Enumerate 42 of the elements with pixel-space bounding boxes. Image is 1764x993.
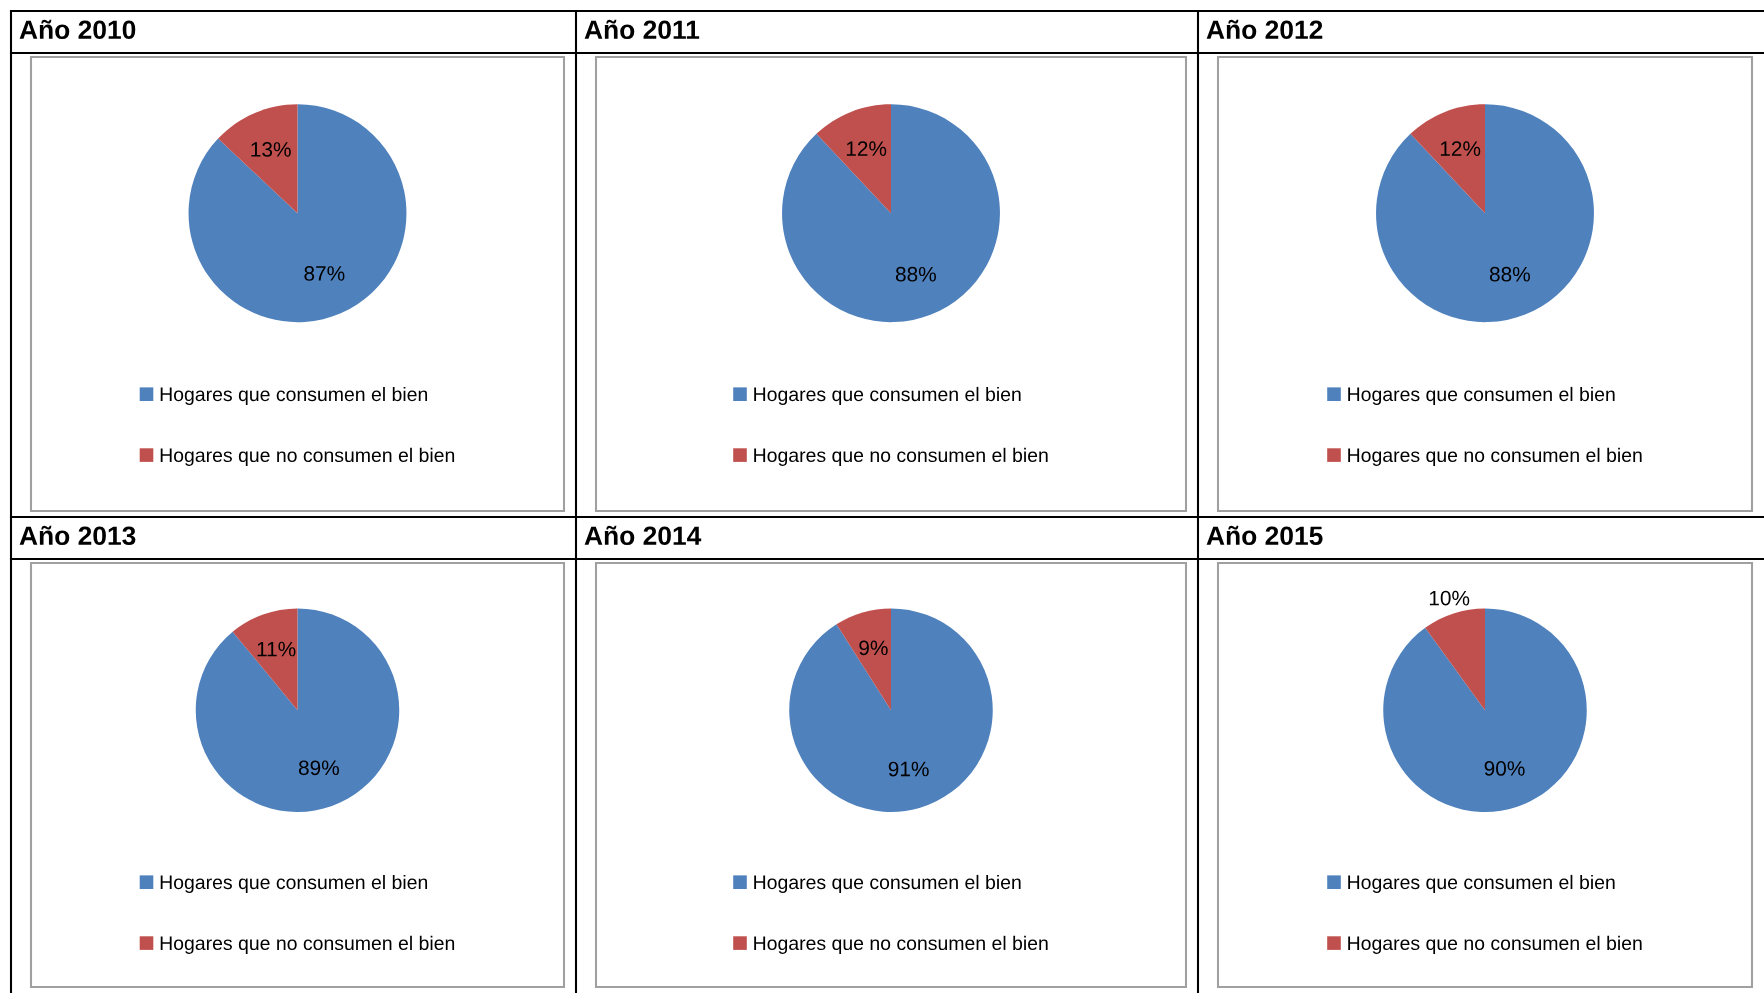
- pie-slice: [195, 608, 400, 812]
- legend-label: Hogares que consumen el bien: [1348, 386, 1615, 406]
- pie-slice: [232, 608, 298, 711]
- data-label: 91%: [888, 761, 929, 777]
- data-label: 11%: [257, 641, 296, 657]
- data-label: 90%: [1484, 761, 1525, 776]
- legend-label: Hogares que no consumen el bien: [754, 935, 1048, 954]
- chart-title: Año 2015: [1206, 525, 1323, 546]
- legend-label: Hogares que consumen el bien: [1348, 874, 1615, 894]
- chart-title: Año 2013: [19, 525, 136, 546]
- chart-title: Año 2011: [584, 19, 700, 40]
- legend-label: Hogares que consumen el bien: [754, 874, 1021, 894]
- chart-title: Año 2014: [584, 525, 702, 546]
- pie-slice: [816, 104, 891, 214]
- data-label: 88%: [1489, 266, 1530, 282]
- legend-label: Hogares que no consumen el bien: [1348, 447, 1642, 466]
- chart-title: Año 2010: [19, 19, 136, 40]
- legend-label: Hogares que no consumen el bien: [754, 447, 1048, 466]
- pie-slice: [782, 104, 1000, 323]
- data-label: 89%: [298, 760, 339, 776]
- data-label: 88%: [895, 266, 936, 282]
- legend-label: Hogares que consumen el bien: [754, 386, 1021, 406]
- data-label: 12%: [1440, 141, 1481, 156]
- chart-title: Año 2012: [1206, 19, 1323, 40]
- pie-slice: [789, 608, 993, 812]
- pie-slice: [188, 104, 407, 323]
- legend-label: Hogares que no consumen el bien: [1348, 935, 1642, 954]
- legend-label: Hogares que no consumen el bien: [160, 447, 455, 466]
- data-label: 9%: [859, 640, 888, 656]
- pie-slice: [1376, 104, 1594, 323]
- pie-slice: [1410, 104, 1485, 214]
- pie-slice: [1383, 608, 1587, 812]
- legend-label: Hogares que consumen el bien: [160, 386, 428, 406]
- pie-slice: [1425, 608, 1485, 711]
- legend-label: Hogares que no consumen el bien: [160, 935, 455, 954]
- data-label: 10%: [1429, 590, 1470, 606]
- data-label: 13%: [251, 142, 291, 157]
- data-label: 87%: [304, 266, 345, 281]
- data-label: 12%: [846, 141, 887, 156]
- pie-slice: [836, 608, 891, 711]
- legend-label: Hogares que consumen el bien: [160, 874, 428, 894]
- pie-slice: [218, 104, 298, 214]
